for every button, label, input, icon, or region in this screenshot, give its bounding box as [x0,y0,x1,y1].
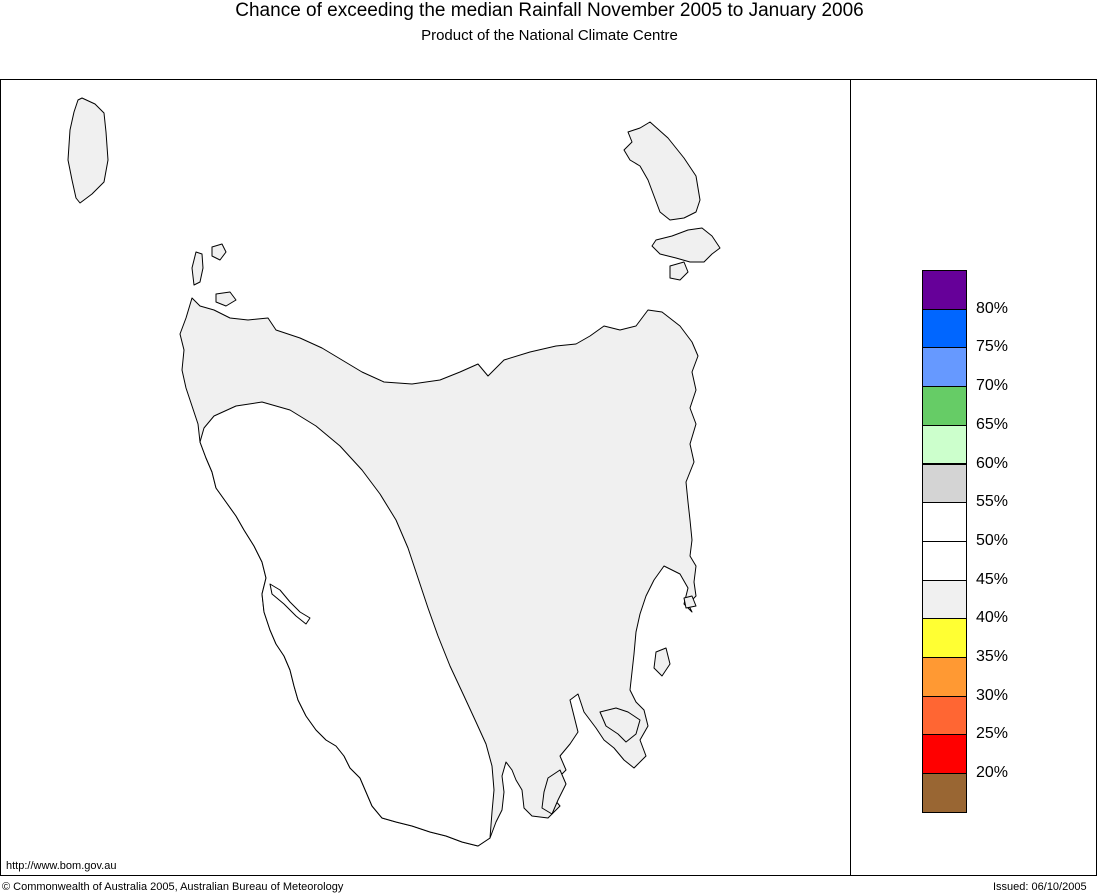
legend-swatch [922,502,967,542]
robbins-island [215,291,237,307]
legend-swatch [922,347,967,388]
king-island [67,97,109,204]
source-url[interactable]: http://www.bom.gov.au [6,860,117,872]
copyright-notice: © Commonwealth of Australia 2005, Austra… [2,881,344,893]
tasman-peninsula [599,707,641,743]
legend-label: 40% [976,609,1009,627]
legend-swatch [922,657,967,697]
map-subtitle: Product of the National Climate Centre [421,27,678,44]
tasmania-map [67,97,721,847]
legend-label: 55% [976,493,1009,511]
bruny-island [541,769,567,815]
issued-date: Issued: 06/10/2005 [993,881,1087,893]
legend-divider [850,79,851,876]
legend-swatch [922,618,967,658]
legend-label: 30% [976,686,1009,704]
macquarie-harbour [269,583,311,625]
legend-label: 60% [976,454,1009,472]
legend-swatch [922,540,967,581]
map-frame [0,79,1097,876]
legend-swatch [922,424,967,465]
legend-label: 45% [976,570,1009,588]
legend-swatch [922,734,967,775]
legend-swatch [922,386,967,426]
legend-swatch [922,270,967,310]
map-title: Chance of exceeding the median Rainfall … [235,0,864,21]
maria-island [653,647,671,677]
legend-label: 25% [976,725,1009,743]
cape-barren-island [651,227,721,263]
legend-swatch [922,695,967,736]
legend-label: 65% [976,415,1009,433]
clarke-island [669,261,689,281]
legend-label: 20% [976,764,1009,782]
three-hummock-island [211,243,227,261]
legend-swatch [922,308,967,349]
legend-label: 50% [976,531,1009,549]
hunter-island [191,251,204,286]
legend-label: 80% [976,299,1009,317]
legend-swatch [922,773,967,813]
legend-label: 70% [976,377,1009,395]
rainfall-contour-region [199,401,495,847]
legend-label: 35% [976,648,1009,665]
legend-swatch [922,463,967,504]
map-area [0,79,850,876]
legend-label: 75% [976,338,1009,356]
schouten-island [683,595,697,609]
flinders-island [623,121,701,221]
legend-swatch [922,579,967,620]
